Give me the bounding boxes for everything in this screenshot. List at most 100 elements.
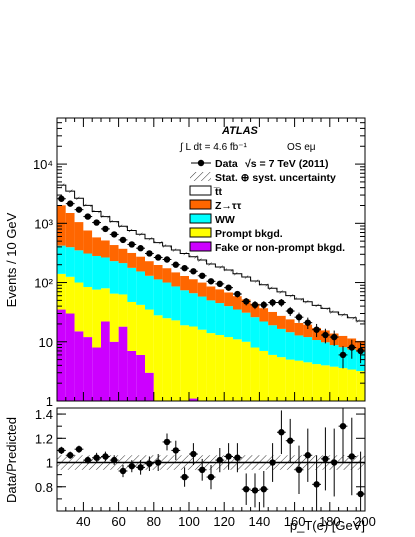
legend-item-uncertainty: Stat. ⊕ syst. uncertainty	[190, 172, 336, 184]
uncertainty-band	[57, 183, 365, 323]
ratio-point	[172, 447, 179, 454]
bar	[294, 360, 304, 401]
channel-label: OS eμ	[287, 142, 316, 153]
uncertainty-bin	[206, 262, 216, 266]
data-point	[278, 299, 285, 306]
ratio-point	[216, 456, 223, 464]
data-point	[128, 241, 135, 248]
uncertainty-bin	[329, 310, 339, 314]
data-point	[67, 200, 74, 207]
bar	[109, 261, 119, 294]
ratio-point	[251, 487, 259, 494]
ratio-point	[295, 466, 303, 473]
main-plot-panel: 10 10² 10³ 10⁴ 1 Events / 10 GeV	[4, 117, 366, 409]
data-point	[102, 225, 109, 233]
bar	[118, 248, 128, 264]
uncertainty-bin	[118, 224, 128, 228]
bar	[57, 245, 66, 274]
bar	[294, 298, 304, 323]
ratio-point	[199, 466, 206, 473]
bar	[233, 296, 242, 310]
uncertainty-bin	[250, 279, 260, 283]
ratio-point	[181, 473, 188, 481]
bar	[338, 335, 348, 348]
bar	[118, 263, 128, 295]
ratio-point	[348, 453, 355, 460]
bar	[171, 250, 181, 273]
bar	[356, 371, 365, 401]
bar	[145, 261, 154, 276]
x-tick-label: 120	[213, 514, 235, 529]
bar	[250, 317, 260, 348]
bar	[92, 237, 101, 256]
legend-label-data: Data	[215, 158, 238, 170]
ratio-point	[322, 455, 329, 463]
bar	[215, 289, 225, 304]
uncertainty-bin	[215, 265, 225, 269]
bar	[197, 260, 207, 283]
uncertainty-bin	[303, 300, 313, 304]
bar	[145, 309, 154, 373]
ratio-point	[269, 459, 276, 466]
ratio-point	[190, 450, 197, 458]
y-tick-label: 10	[39, 335, 53, 350]
bar	[250, 281, 260, 304]
ratio-point	[93, 454, 100, 461]
ratio-point	[260, 485, 267, 493]
bar	[162, 318, 172, 401]
legend-item-ztautau: Z→ττ	[189, 199, 242, 212]
bar	[74, 331, 84, 401]
x-tick-label: 80	[147, 514, 161, 529]
uncertainty-bin	[74, 196, 84, 200]
x-tick-label: 140	[249, 514, 271, 529]
bar	[57, 205, 66, 246]
legend-item-ttbar: t̅t	[189, 185, 222, 198]
bar	[180, 253, 189, 276]
bar	[259, 284, 269, 309]
ratio-point	[67, 452, 74, 459]
bar	[189, 279, 198, 294]
bar	[241, 299, 251, 313]
data-point	[269, 299, 276, 306]
ratio-point	[357, 490, 364, 498]
bar	[347, 317, 357, 339]
data-point	[111, 231, 118, 238]
bar	[312, 305, 321, 328]
bar	[145, 275, 154, 310]
data-point	[260, 301, 267, 309]
uncertainty-bin	[241, 275, 251, 279]
uncertainty-bin	[109, 220, 119, 224]
bar	[74, 250, 84, 283]
bar	[197, 329, 207, 401]
data-point	[251, 301, 259, 309]
data-point	[163, 256, 171, 263]
bar	[294, 322, 304, 336]
bar	[189, 326, 198, 399]
ratio-y-tick-label: 1.4	[35, 407, 53, 422]
bar	[136, 354, 145, 401]
bar	[259, 321, 269, 351]
ratio-point	[102, 453, 109, 460]
uncertainty-bin	[101, 215, 110, 219]
bar	[171, 286, 181, 321]
bar	[224, 292, 233, 307]
bar	[92, 289, 101, 348]
bar	[303, 301, 313, 325]
bar	[127, 350, 137, 401]
legend-label-uncertainty: Stat. ⊕ syst. uncertainty	[215, 172, 336, 184]
bar	[268, 325, 277, 355]
bar	[329, 366, 339, 401]
y-tick-label: 10⁴	[33, 157, 53, 172]
uncertainty-bin	[92, 210, 101, 214]
ratio-point	[111, 456, 118, 464]
uncertainty-bin	[189, 255, 198, 259]
x-tick-label: 60	[111, 514, 125, 529]
x-tick-label: 200	[354, 514, 376, 529]
data-point	[190, 268, 197, 275]
ratio-point	[119, 467, 127, 475]
uncertainty-bin	[285, 294, 295, 298]
bar	[241, 312, 251, 342]
data-point	[243, 298, 250, 305]
data-point	[75, 206, 83, 213]
bar	[329, 312, 339, 334]
